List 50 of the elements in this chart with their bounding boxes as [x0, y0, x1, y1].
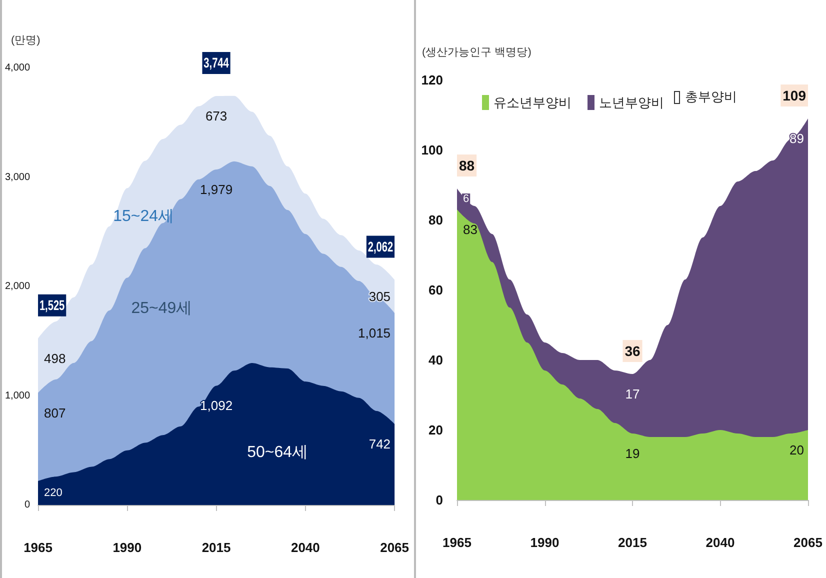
y-axis-title: (만명) [11, 34, 40, 46]
y-tick-label: 3,000 [4, 172, 30, 183]
x-tick-label: 2015 [202, 540, 231, 555]
data-label: 220 [44, 486, 62, 499]
y-tick-label: 60 [428, 282, 443, 298]
data-label: 20 [790, 442, 804, 458]
x-tick-label: 2015 [618, 535, 647, 550]
data-label: 1,092 [200, 398, 233, 414]
total-label: 2,062 [368, 238, 394, 255]
x-tick-label: 1965 [24, 540, 52, 555]
y-tick-label: 0 [24, 500, 30, 510]
x-tick-label: 2040 [706, 535, 735, 550]
total-label: 109 [782, 88, 806, 104]
data-label: 83 [463, 222, 478, 237]
y-tick-label: 80 [428, 212, 443, 228]
total-label: 36 [624, 343, 640, 359]
y-tick-label: 0 [436, 492, 443, 508]
x-tick-label: 1990 [530, 535, 560, 550]
y-tick-label: 120 [421, 72, 443, 88]
total-label: 88 [459, 158, 475, 174]
x-tick-label: 2065 [380, 540, 409, 555]
data-label: 673 [205, 108, 228, 124]
legend-label: 유소년부양비 [494, 95, 572, 110]
data-label: 742 [368, 436, 391, 452]
y-tick-label: 2,000 [4, 281, 30, 292]
data-label: 6 [463, 193, 470, 205]
data-label: 1,015 [358, 326, 391, 341]
y-tick-label: 40 [428, 352, 443, 368]
x-tick-label: 1965 [442, 535, 472, 550]
x-tick-label: 2040 [290, 540, 320, 555]
data-label: 17 [625, 386, 640, 402]
annotation: 총부양비 [685, 88, 737, 106]
data-label: 1,979 [200, 182, 233, 197]
series-label: 15~24세 [113, 208, 174, 226]
total-label: 3,744 [204, 54, 230, 71]
data-label: 498 [44, 350, 66, 366]
y-tick-label: 1,000 [4, 390, 30, 402]
y-tick-label: 4,000 [4, 62, 30, 74]
legend-label: 노년부양비 [599, 95, 664, 110]
y-axis-title: (생산가능인구 백명당) [422, 46, 532, 58]
data-label: 305 [368, 288, 391, 304]
series-label: 50~64세 [247, 444, 308, 462]
total-label: 1,525 [39, 297, 65, 314]
data-label: 807 [44, 405, 66, 420]
x-tick-label: 1990 [112, 540, 142, 555]
series-label: 25~49세 [131, 300, 192, 317]
y-tick-label: 100 [421, 142, 443, 158]
x-tick-label: 2065 [794, 535, 822, 550]
data-label: 19 [625, 446, 640, 461]
y-tick-label: 20 [428, 422, 443, 438]
